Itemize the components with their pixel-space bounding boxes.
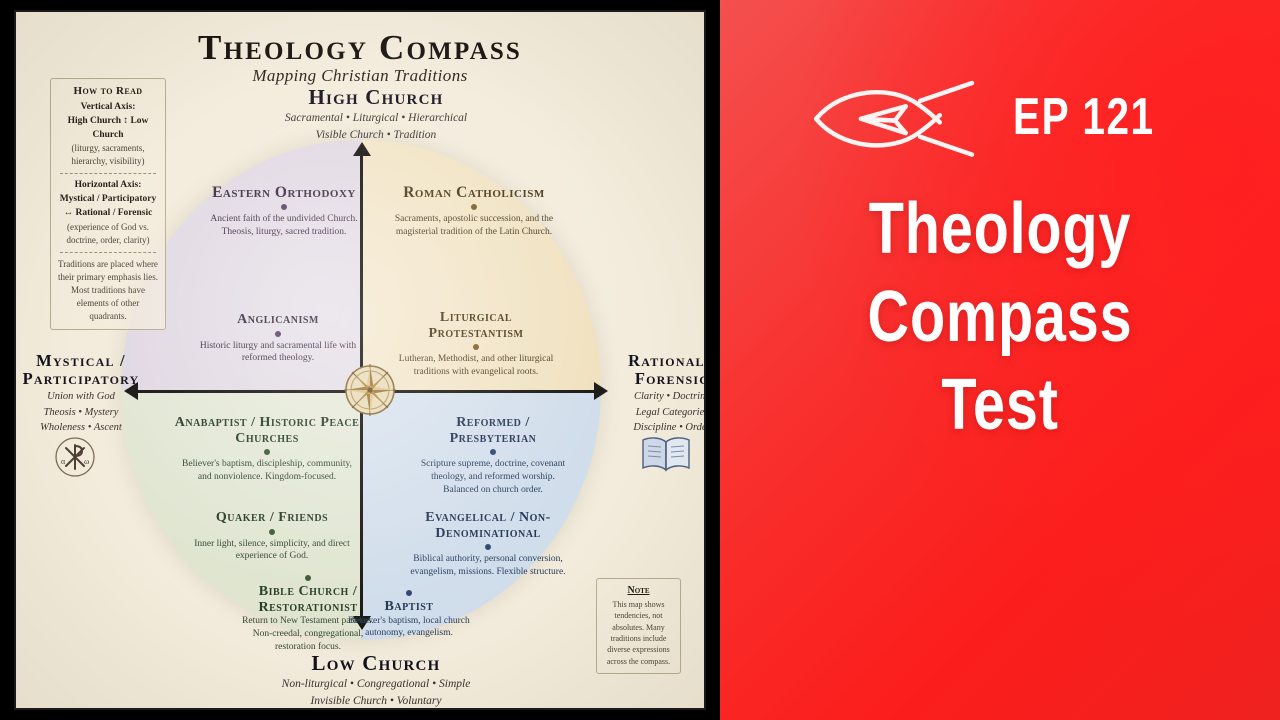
- tradition-quaker-friends: Quaker / Friends Inner light, silence, s…: [186, 510, 358, 563]
- pole-title: Low Church: [311, 651, 441, 675]
- tradition-description: Return to New Testament patterns. Non-cr…: [242, 616, 374, 652]
- pole-line-2: Invisible Church • Voluntary: [310, 694, 442, 707]
- tradition-anglicanism: Anglicanism Historic liturgy and sacrame…: [194, 312, 362, 365]
- quadrant-southwest: [121, 390, 361, 640]
- axis-arrow-west-icon: [124, 382, 138, 400]
- tradition-baptist: Baptist Believer's baptism, local church…: [346, 587, 472, 640]
- title-line-2: Compass: [867, 276, 1133, 357]
- compass-poster-panel: Theology Compass Mapping Christian Tradi…: [14, 10, 706, 710]
- pole-line-2: Legal Categories: [635, 406, 706, 418]
- quadrant-southeast: [361, 390, 601, 640]
- pole-label-rational-forensic: Rational / Forensic Clarity • Doctrine L…: [616, 351, 706, 436]
- tradition-name: Evangelical / Non-Denominational: [425, 510, 551, 541]
- tradition-evangelical-non-denominational: Evangelical / Non-Denominational Biblica…: [398, 510, 578, 579]
- legend-vertical-title: Vertical Axis:: [80, 102, 136, 112]
- pole-label-high-church: High Church Sacramental • Liturgical • H…: [196, 85, 556, 144]
- tradition-description: Lutheran, Methodist, and other liturgica…: [398, 354, 554, 378]
- pole-label-mystical-participatory: Mystical / Participatory Union with God …: [22, 351, 140, 436]
- tradition-liturgical-protestantism: Liturgical Protestantism Lutheran, Metho…: [396, 310, 556, 379]
- note-heading: Note: [627, 585, 650, 596]
- tradition-description: Historic liturgy and sacramental life wi…: [199, 340, 357, 364]
- tradition-description: Believer's baptism, local church autonom…: [348, 615, 470, 639]
- tradition-name: Anabaptist / Historic Peace Churches: [174, 415, 360, 446]
- tradition-description: Scripture supreme, doctrine, covenant th…: [420, 459, 566, 495]
- legend-horizontal-title: Horizontal Axis:: [74, 180, 142, 191]
- tradition-name: Bible Church / Restorationist: [258, 584, 358, 615]
- tradition-dot-marker: [305, 575, 311, 581]
- tradition-dot-marker: [490, 449, 496, 456]
- tradition-dot-marker: [406, 590, 412, 596]
- pole-title: Mystical / Participatory: [22, 351, 140, 389]
- pole-line-3: Wholeness • Ascent: [40, 422, 122, 434]
- episode-number-label: EP 121: [1013, 88, 1155, 146]
- legend-divider: [60, 251, 156, 253]
- pole-line-1: Clarity • Doctrine: [633, 390, 706, 402]
- tradition-name: Eastern Orthodoxy: [212, 184, 356, 201]
- legend-heading: How to Read: [73, 85, 143, 97]
- ichthys-fish-icon: [814, 80, 975, 157]
- tradition-eastern-orthodoxy: Eastern Orthodoxy Ancient faith of the u…: [204, 184, 364, 239]
- legend-divider: [60, 173, 156, 175]
- tradition-bible-church-restorationist: Bible Church / Restorationist Return to …: [234, 572, 382, 654]
- title-line-3: Test: [941, 364, 1059, 445]
- note-text: This map shows tendencies, not absolutes…: [606, 600, 671, 666]
- legend-footnote: Traditions are placed where their primar…: [58, 258, 158, 321]
- page-subtitle: Mapping Christian Traditions: [252, 66, 468, 85]
- pole-title: Rational / Forensic: [628, 351, 706, 389]
- tradition-description: Inner light, silence, simplicity, and di…: [194, 538, 350, 562]
- pole-line-3: Discipline • Order: [633, 422, 706, 434]
- tradition-name: Roman Catholicism: [403, 184, 545, 201]
- tradition-dot-marker: [485, 544, 491, 551]
- tradition-description: Biblical authority, personal conversion,…: [410, 554, 566, 578]
- compass-rose-icon: [344, 364, 396, 416]
- title-line-1: Theology: [868, 189, 1132, 269]
- podcast-branding-panel: EP 121 Theology Compass Test Biblical An…: [720, 0, 1280, 720]
- tradition-dot-marker: [275, 330, 281, 337]
- quadrant-northeast: [361, 140, 601, 390]
- svg-text:ω: ω: [84, 457, 89, 466]
- tradition-description: Sacraments, apostolic succession, and th…: [394, 214, 554, 238]
- page-title: Theology Compass: [197, 28, 523, 67]
- pole-line-1: Sacramental • Liturgical • Hierarchical: [284, 111, 468, 124]
- tradition-description: Believer's baptism, discipleship, commun…: [182, 459, 352, 483]
- tradition-dot-marker: [264, 449, 270, 456]
- theology-compass-poster: Theology Compass Mapping Christian Tradi…: [14, 10, 706, 710]
- pole-title: High Church: [308, 85, 444, 109]
- chi-rho-emblem-icon: α ω: [55, 437, 95, 477]
- tradition-name: Anglicanism: [237, 312, 319, 327]
- legend-horizontal-poles: Mystical / Participatory ↔ Rational / Fo…: [59, 194, 157, 218]
- tradition-dot-marker: [269, 528, 275, 535]
- pole-line-1: Union with God: [47, 390, 115, 402]
- legend-vertical-poles: High Church ↕ Low Church: [67, 115, 149, 140]
- tradition-name: Quaker / Friends: [215, 510, 329, 525]
- tradition-description: Ancient faith of the undivided Church. T…: [210, 214, 358, 238]
- tradition-dot-marker: [281, 204, 287, 211]
- pole-line-1: Non-liturgical • Congregational • Simple: [281, 677, 471, 690]
- podcast-episode-title: Theology Compass Test: [750, 186, 1250, 449]
- pole-line-2: Theosis • Mystery: [43, 406, 119, 418]
- pole-line-2: Visible Church • Tradition: [315, 128, 437, 141]
- note-box: Note This map shows tendencies, not abso…: [596, 578, 681, 675]
- legend-vertical-text: (liturgy, sacraments, hierarchy, visibil…: [71, 143, 145, 167]
- tradition-reformed-presbyterian: Reformed / Presbyterian Scripture suprem…: [414, 415, 572, 497]
- tradition-dot-marker: [471, 204, 477, 211]
- tradition-name: Liturgical Protestantism: [428, 310, 524, 341]
- tradition-roman-catholicism: Roman Catholicism Sacraments, apostolic …: [394, 184, 554, 239]
- pole-label-low-church: Low Church Non-liturgical • Congregation…: [196, 651, 556, 708]
- open-book-icon: [642, 437, 690, 472]
- tradition-dot-marker: [473, 344, 479, 351]
- tradition-name: Baptist: [384, 599, 434, 614]
- legend-horizontal-text: (experience of God vs. doctrine, order, …: [66, 221, 150, 245]
- axis-arrow-south-icon: [353, 616, 371, 630]
- svg-text:α: α: [61, 457, 66, 466]
- podcast-header-row: EP 121: [720, 62, 1280, 172]
- axis-arrow-east-icon: [594, 382, 608, 400]
- axis-arrow-north-icon: [353, 142, 371, 156]
- tradition-anabaptist-peace-churches: Anabaptist / Historic Peace Churches Bel…: [174, 415, 360, 484]
- how-to-read-legend: How to Read Vertical Axis: High Church ↕…: [50, 78, 166, 331]
- tradition-name: Reformed / Presbyterian: [449, 415, 537, 446]
